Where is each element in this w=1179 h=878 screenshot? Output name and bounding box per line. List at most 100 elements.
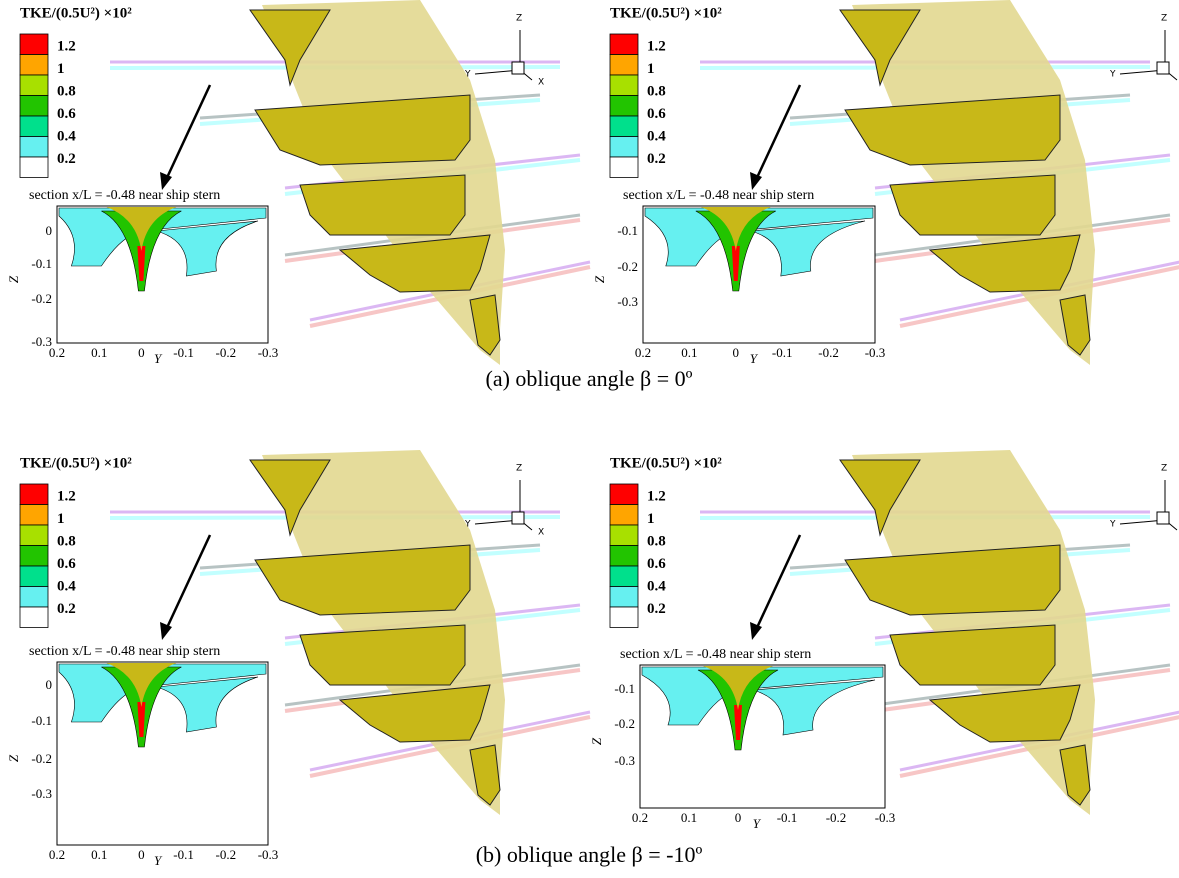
legend-swatch — [609, 586, 639, 608]
triad-label: Z — [516, 14, 522, 24]
arrow — [753, 534, 802, 633]
legend-label: 0.8 — [57, 83, 76, 99]
legend-swatch — [609, 606, 639, 628]
hull-section — [928, 234, 1081, 293]
legend-swatch — [19, 54, 49, 76]
caption: (a) oblique angle β = 0º — [486, 366, 693, 391]
legend-swatch — [19, 565, 49, 587]
legend-title: TKE/(0.5U²) ×10² — [20, 5, 132, 21]
legend-label: 1.2 — [647, 488, 666, 504]
triad-cube — [511, 61, 525, 75]
contour — [137, 246, 146, 281]
legend-swatch — [19, 95, 49, 117]
legend-swatch — [19, 504, 49, 526]
hull-section — [844, 94, 1061, 166]
legend-swatch — [609, 115, 639, 137]
x-tick-label: 0.1 — [91, 345, 107, 360]
hull-section — [299, 174, 466, 236]
y-axis-label: Z — [592, 275, 607, 283]
hull-section — [889, 624, 1056, 686]
legend-title: TKE/(0.5U²) ×10² — [610, 5, 722, 21]
y-tick-label: -0.3 — [31, 786, 52, 801]
legend-label: 0.8 — [647, 83, 666, 99]
hull-section — [338, 234, 491, 293]
hull-section — [249, 9, 331, 87]
inset-title: section x/L = -0.48 near ship stern — [620, 647, 811, 662]
legend-swatch — [19, 33, 49, 55]
legend-label: 0.2 — [647, 601, 666, 617]
x-tick-label: -0.2 — [826, 810, 847, 825]
arrow — [753, 84, 802, 183]
legend-swatch — [19, 115, 49, 137]
contour — [734, 705, 742, 740]
hull-section — [299, 624, 466, 686]
legend-swatch — [609, 504, 639, 526]
contour — [752, 679, 876, 736]
legend-label: 0.2 — [57, 601, 76, 617]
y-tick-label: -0.1 — [617, 223, 638, 238]
y-tick-label: -0.1 — [31, 256, 52, 271]
triad-label: X — [538, 528, 544, 538]
triad-cube — [511, 511, 525, 525]
legend-label: 1.2 — [57, 488, 76, 504]
legend-label: 1 — [647, 61, 655, 77]
contour — [137, 702, 146, 737]
triad-label: Z — [516, 464, 522, 474]
x-tick-label: -0.1 — [777, 810, 798, 825]
legend-swatch — [609, 136, 639, 158]
triad-cube — [1156, 61, 1170, 75]
hull-section — [469, 744, 501, 806]
legend-label: 0.8 — [57, 533, 76, 549]
x-tick-label: -0.2 — [216, 847, 237, 862]
arrow-head — [160, 172, 172, 190]
y-tick-label: -0.1 — [31, 713, 52, 728]
triad-label: Y — [464, 70, 471, 80]
hull-section — [844, 544, 1061, 616]
legend-label: 0.4 — [57, 128, 76, 144]
y-tick-label: -0.3 — [31, 334, 52, 349]
triad-label: Y — [1109, 70, 1116, 80]
triad-cube — [1156, 511, 1170, 525]
hull-section — [254, 544, 471, 616]
y-tick-label: -0.3 — [617, 294, 638, 309]
arrow — [163, 84, 212, 183]
legend-swatch — [609, 545, 639, 567]
legend-swatch — [19, 74, 49, 96]
arrow-head — [750, 172, 762, 190]
legend-label: 1 — [57, 511, 65, 527]
x-tick-label: 0 — [138, 345, 145, 360]
triad-label: Z — [1161, 464, 1167, 474]
caption: (b) oblique angle β = -10º — [476, 842, 703, 867]
x-tick-label: 0.1 — [91, 847, 107, 862]
legend-swatch — [609, 95, 639, 117]
arrow — [163, 534, 212, 633]
y-axis-label: Z — [6, 275, 21, 283]
triad-label: Y — [1109, 520, 1116, 530]
triad-label: X — [538, 78, 544, 88]
x-tick-label: -0.1 — [173, 345, 194, 360]
legend-label: 1 — [647, 511, 655, 527]
legend-swatch — [609, 74, 639, 96]
x-tick-label: 0 — [735, 810, 742, 825]
legend-label: 1.2 — [57, 38, 76, 54]
hull-section — [839, 9, 921, 87]
x-tick-label: 0.2 — [49, 847, 65, 862]
hull-section — [1059, 744, 1091, 806]
legend-label: 0.6 — [57, 106, 76, 122]
y-tick-label: -0.2 — [31, 291, 52, 306]
legend-swatch — [19, 524, 49, 546]
hull-section — [249, 459, 331, 537]
y-tick-label: -0.2 — [617, 259, 638, 274]
y-tick-label: -0.3 — [614, 753, 635, 768]
x-axis-label: Y — [753, 816, 762, 831]
legend-swatch — [609, 483, 639, 505]
x-tick-label: 0.2 — [635, 345, 651, 360]
hull-section — [889, 174, 1056, 236]
x-tick-label: -0.1 — [772, 345, 793, 360]
x-tick-label: 0.2 — [49, 345, 65, 360]
x-axis-label: Y — [154, 351, 163, 366]
hull-cut — [106, 663, 177, 707]
x-axis-label: Y — [154, 853, 163, 868]
legend-swatch — [19, 483, 49, 505]
legend-label: 0.6 — [647, 106, 666, 122]
